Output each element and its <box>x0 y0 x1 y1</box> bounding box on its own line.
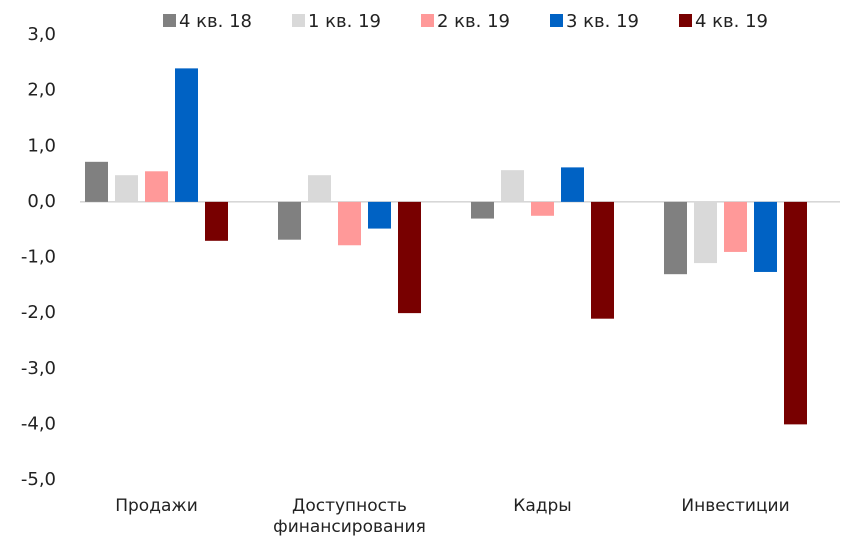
y-tick-label: -1,0 <box>21 247 56 268</box>
y-tick-label: -4,0 <box>21 413 56 434</box>
bar <box>694 201 717 264</box>
y-tick-label: 3,0 <box>27 24 56 45</box>
bar <box>591 201 614 319</box>
legend-label: 2 кв. 19 <box>437 11 510 32</box>
bar <box>175 68 198 202</box>
legend-swatch <box>163 14 176 27</box>
y-tick-label: -5,0 <box>21 469 56 490</box>
legend-label: 4 кв. 18 <box>179 11 252 32</box>
legend-label: 1 кв. 19 <box>308 11 381 32</box>
y-tick-label: 2,0 <box>27 80 56 101</box>
bar <box>85 161 108 202</box>
bar <box>664 201 687 275</box>
bar <box>145 171 168 202</box>
bar <box>784 201 807 425</box>
bar <box>724 201 747 252</box>
bar <box>278 201 301 240</box>
bar <box>115 175 138 202</box>
y-tick-label: 1,0 <box>27 135 56 156</box>
legend-swatch <box>292 14 305 27</box>
legend-swatch <box>679 14 692 27</box>
legend-swatch <box>550 14 563 27</box>
bar <box>398 201 421 314</box>
legend-swatch <box>421 14 434 27</box>
bar <box>205 201 228 241</box>
y-tick-label: -2,0 <box>21 302 56 323</box>
y-tick-label: 0,0 <box>27 191 56 212</box>
bar <box>308 175 331 202</box>
bar <box>368 201 391 229</box>
x-tick-label: Инвестиции <box>681 496 790 516</box>
x-tick-label: Продажи <box>115 496 198 516</box>
bar <box>471 201 494 219</box>
x-tick-label: Доступность финансирования <box>273 496 426 537</box>
bar <box>531 201 554 216</box>
bar <box>561 167 584 202</box>
y-tick-label: -3,0 <box>21 358 56 379</box>
bar <box>754 201 777 272</box>
x-tick-label: Кадры <box>513 496 572 516</box>
legend-label: 3 кв. 19 <box>566 11 639 32</box>
legend-label: 4 кв. 19 <box>695 11 768 32</box>
bar <box>338 201 361 246</box>
bar <box>501 170 524 202</box>
